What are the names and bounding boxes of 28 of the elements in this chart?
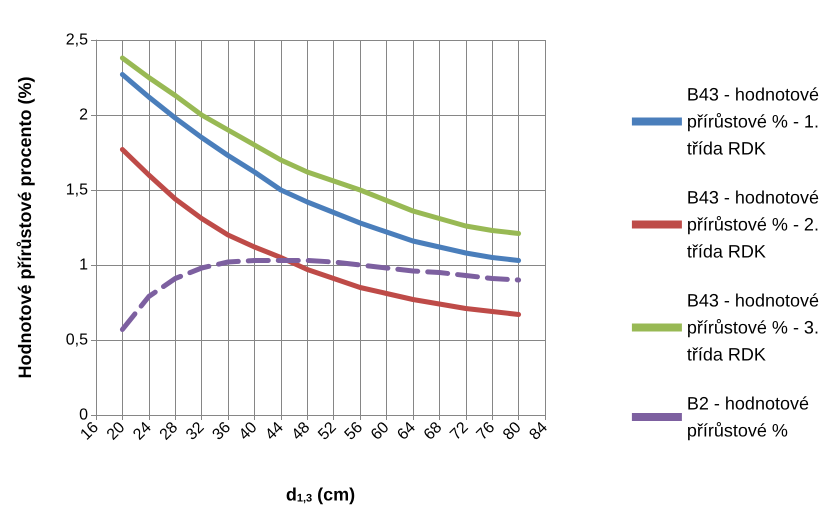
x-tick-label: 84 <box>526 418 552 444</box>
x-axis-title: d1,3 (cm) <box>286 484 356 504</box>
legend-label: B43 - hodnotové přírůstové % - 3. třída RDK <box>686 290 820 364</box>
x-tick-label: 76 <box>474 418 498 444</box>
x-tick-label: 48 <box>288 418 314 444</box>
x-tick-label: 56 <box>342 418 366 444</box>
x-tick-label: 64 <box>394 418 420 444</box>
x-tick-label: 72 <box>447 418 472 444</box>
x-tick-label: 28 <box>156 418 182 444</box>
y-axis-title: Hodnotové přírůstové procento (%) <box>15 76 35 379</box>
x-tick-label: 60 <box>368 418 393 444</box>
legend-label: B2 - hodnotové přírůstové % <box>686 394 809 440</box>
x-tick-label: 40 <box>236 418 261 444</box>
y-tick-label: 2,5 <box>66 32 88 48</box>
legend-label: B43 - hodnotové přírůstové % - 1. třída RDK <box>686 84 820 158</box>
y-tick-label: 0,5 <box>66 332 88 348</box>
y-tick-label: 1 <box>79 256 88 274</box>
x-tick-label: 80 <box>500 418 525 444</box>
x-tick-label: 68 <box>420 418 446 444</box>
legend-label: B43 - hodnotové přírůstové % - 2. třída RDK <box>686 188 820 262</box>
x-tick-label: 44 <box>262 418 287 444</box>
x-tick-label: 20 <box>104 418 128 444</box>
x-tick-label: 36 <box>209 418 234 444</box>
x-tick-label: 32 <box>183 418 208 444</box>
x-tick-label: 24 <box>130 418 155 444</box>
x-tick-label: 52 <box>315 418 340 444</box>
y-tick-label: 2 <box>79 106 88 124</box>
y-tick-label: 1,5 <box>66 182 88 198</box>
